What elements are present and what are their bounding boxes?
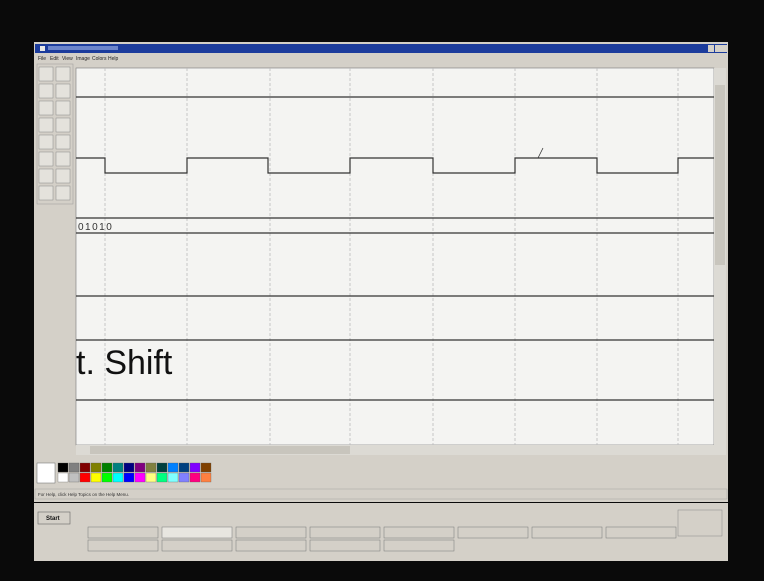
canvas bbox=[75, 67, 715, 446]
title-bar bbox=[35, 44, 727, 53]
minimize-button[interactable] bbox=[708, 45, 714, 52]
palette-swatch[interactable] bbox=[57, 472, 69, 483]
menu-bar: File Edit View Image Colors Help bbox=[38, 56, 119, 62]
clock-waveform bbox=[76, 157, 714, 174]
menu-item[interactable]: Edit bbox=[50, 56, 59, 62]
close-button[interactable] bbox=[721, 45, 727, 52]
tool-button[interactable] bbox=[55, 66, 71, 82]
palette-swatch[interactable] bbox=[200, 472, 212, 483]
task-button[interactable] bbox=[235, 539, 307, 552]
tool-button[interactable] bbox=[38, 83, 54, 99]
task-button[interactable] bbox=[87, 539, 159, 552]
menu-item[interactable]: Image bbox=[76, 56, 90, 62]
palette-swatch[interactable] bbox=[79, 462, 91, 473]
status-text: For Help, click Help Topics on the Help … bbox=[38, 492, 129, 497]
task-button[interactable] bbox=[457, 526, 529, 539]
maximize-button[interactable] bbox=[715, 45, 721, 52]
task-button[interactable] bbox=[235, 526, 307, 539]
palette-swatch[interactable] bbox=[123, 472, 135, 483]
palette-swatch[interactable] bbox=[189, 472, 201, 483]
cursor bbox=[537, 147, 544, 159]
palette-swatch[interactable] bbox=[134, 462, 146, 473]
menu-item[interactable]: File bbox=[38, 56, 46, 62]
tool-button[interactable] bbox=[55, 100, 71, 116]
palette-swatch[interactable] bbox=[68, 462, 80, 473]
tool-button[interactable] bbox=[38, 100, 54, 116]
palette-swatch[interactable] bbox=[90, 462, 102, 473]
current-color bbox=[36, 462, 56, 484]
palette-swatch[interactable] bbox=[167, 462, 179, 473]
scroll-thumb[interactable] bbox=[90, 446, 350, 454]
palette-swatch[interactable] bbox=[189, 462, 201, 473]
task-button[interactable] bbox=[161, 526, 233, 539]
palette-swatch[interactable] bbox=[112, 462, 124, 473]
palette-swatch[interactable] bbox=[57, 462, 69, 473]
horizontal-scrollbar[interactable] bbox=[76, 445, 714, 455]
task-button[interactable] bbox=[87, 526, 159, 539]
toolbox bbox=[36, 63, 74, 205]
tool-button[interactable] bbox=[38, 168, 54, 184]
menu-item[interactable]: Colors bbox=[92, 56, 107, 62]
app-icon bbox=[40, 46, 45, 51]
palette-swatch[interactable] bbox=[101, 462, 113, 473]
system-tray bbox=[677, 509, 723, 537]
palette-swatch[interactable] bbox=[145, 472, 157, 483]
task-button[interactable] bbox=[531, 526, 603, 539]
tool-button[interactable] bbox=[55, 168, 71, 184]
palette-swatch[interactable] bbox=[68, 472, 80, 483]
palette-swatch[interactable] bbox=[167, 472, 179, 483]
task-button[interactable] bbox=[309, 539, 381, 552]
menu-item[interactable]: View bbox=[62, 56, 73, 62]
task-button[interactable] bbox=[605, 526, 677, 539]
tool-button[interactable] bbox=[55, 134, 71, 150]
bit-labels: 01010 bbox=[78, 222, 113, 233]
tool-button[interactable] bbox=[38, 117, 54, 133]
tool-button[interactable] bbox=[55, 117, 71, 133]
tool-button[interactable] bbox=[55, 151, 71, 167]
scroll-thumb[interactable] bbox=[715, 85, 725, 265]
start-button[interactable] bbox=[37, 511, 71, 525]
palette-swatch[interactable] bbox=[134, 472, 146, 483]
palette-swatch[interactable] bbox=[145, 462, 157, 473]
start-label: Start bbox=[46, 516, 60, 522]
palette-swatch[interactable] bbox=[112, 472, 124, 483]
task-button[interactable] bbox=[383, 539, 455, 552]
tool-button[interactable] bbox=[55, 185, 71, 201]
palette-swatch[interactable] bbox=[156, 462, 168, 473]
canvas-caption: t. Shift bbox=[76, 344, 173, 382]
palette-swatch[interactable] bbox=[90, 472, 102, 483]
tool-button[interactable] bbox=[38, 66, 54, 82]
palette-swatch[interactable] bbox=[79, 472, 91, 483]
status-bar bbox=[34, 488, 728, 500]
task-button[interactable] bbox=[161, 539, 233, 552]
palette-swatch[interactable] bbox=[178, 472, 190, 483]
palette-swatch[interactable] bbox=[200, 462, 212, 473]
window-title-blur bbox=[48, 46, 118, 50]
palette-swatch[interactable] bbox=[123, 462, 135, 473]
tool-button[interactable] bbox=[55, 83, 71, 99]
menu-item[interactable]: Help bbox=[108, 56, 119, 62]
tool-button[interactable] bbox=[38, 134, 54, 150]
tool-button[interactable] bbox=[38, 151, 54, 167]
tool-button[interactable] bbox=[38, 185, 54, 201]
palette-swatch[interactable] bbox=[156, 472, 168, 483]
task-button[interactable] bbox=[383, 526, 455, 539]
palette-swatch[interactable] bbox=[101, 472, 113, 483]
task-button[interactable] bbox=[309, 526, 381, 539]
palette-swatch[interactable] bbox=[178, 462, 190, 473]
